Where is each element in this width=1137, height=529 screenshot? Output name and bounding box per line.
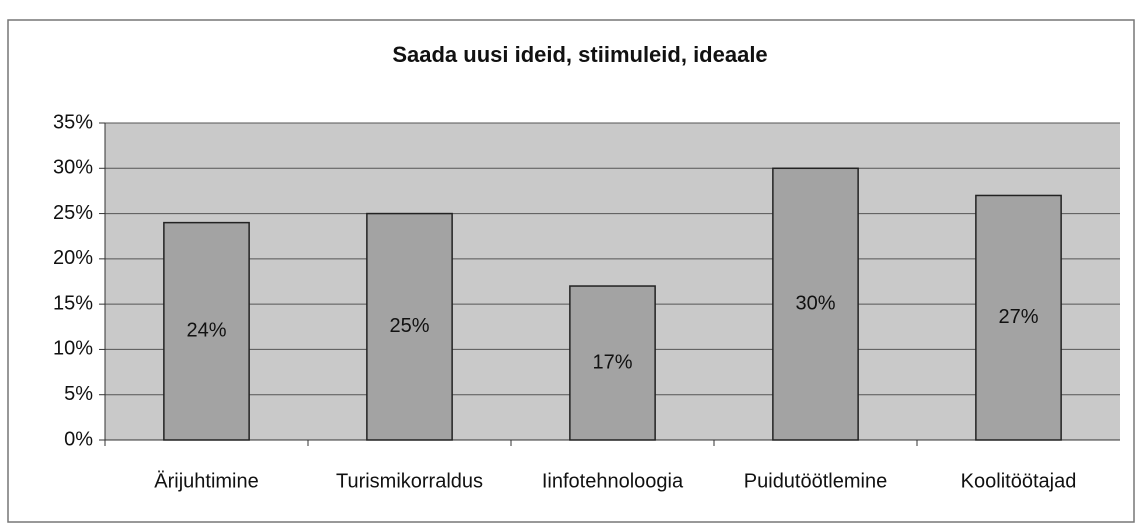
bar <box>366 212 453 441</box>
x-tick-label: Iinfotehnoloogia <box>542 470 684 492</box>
chart-title: Saada uusi ideid, stiimuleid, ideaale <box>392 42 767 67</box>
data-label: 27% <box>998 306 1038 328</box>
x-tick-label: Turismikorraldus <box>336 470 483 492</box>
y-tick-label: 0% <box>64 428 93 450</box>
y-tick-label: 5% <box>64 383 93 405</box>
y-tick-label: 15% <box>53 292 93 314</box>
y-tick-label: 25% <box>53 202 93 224</box>
bar <box>975 194 1062 441</box>
y-tick-label: 35% <box>53 111 93 133</box>
bar <box>772 167 859 441</box>
x-tick-label: Ärijuhtimine <box>154 470 258 492</box>
data-label: 24% <box>186 320 226 342</box>
bar <box>163 221 250 441</box>
y-tick-label: 10% <box>53 338 93 360</box>
x-tick-label: Koolitöötajad <box>961 470 1077 492</box>
bar <box>569 285 656 441</box>
y-tick-label: 20% <box>53 247 93 269</box>
data-label: 25% <box>389 315 429 337</box>
x-tick-label: Puidutöötlemine <box>744 470 887 492</box>
y-tick-label: 30% <box>53 157 93 179</box>
data-label: 30% <box>795 292 835 314</box>
data-label: 17% <box>592 351 632 373</box>
